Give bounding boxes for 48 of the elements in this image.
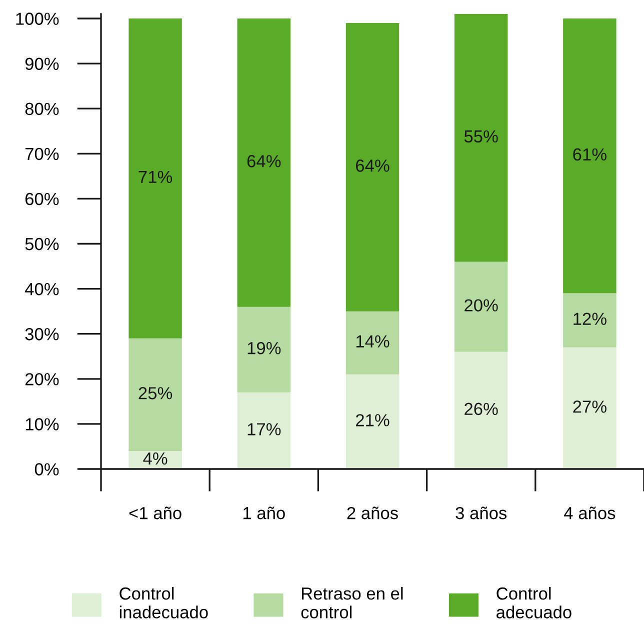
data-label: 26% [464,402,498,416]
x-tick-label: 1 año [244,506,285,520]
bar [563,293,616,348]
bar [563,347,616,469]
x-tick-label: 2 años [347,506,398,520]
data-label: 27% [573,400,606,413]
legend-label: Retraso en el control [301,586,403,618]
x-tick-label: 3 años [456,506,507,520]
y-tick-label: 0% [34,463,59,476]
bar [237,392,291,469]
legend-label: Control adecuado [496,586,572,618]
y-tick-label: 80% [25,102,59,116]
x-tick-label: <1 año [129,506,182,520]
y-tick-label: 50% [25,238,59,250]
data-label: 19% [248,342,281,354]
legend-label: Control inadecuado [120,586,208,618]
data-label: 71% [138,170,172,184]
y-tick-label: 30% [25,328,59,340]
data-label: 20% [464,299,498,312]
data-label: 55% [464,130,498,143]
data-label: 17% [248,423,281,436]
bar [454,352,508,469]
bar [128,338,182,451]
bar [128,18,182,338]
y-tick-label: 60% [25,192,59,206]
bar [237,18,291,307]
bar [563,18,616,294]
y-tick-label: 10% [26,418,59,430]
y-tick-label: 90% [25,58,59,70]
data-label: 61% [573,148,606,161]
x-tick-label: 4 años [564,506,616,520]
data-label: 25% [138,387,172,400]
data-label: 14% [356,335,390,348]
y-tick-label: 20% [25,373,59,386]
bar [237,306,291,392]
y-tick-label: 40% [24,282,59,296]
y-tick-label: 100% [16,12,59,25]
bar [454,14,508,262]
y-tick-label: 70% [25,148,59,160]
bar [346,23,400,312]
data-label: 64% [247,155,281,168]
data-label: 12% [574,312,606,325]
data-label: 21% [356,414,390,426]
bar [346,374,400,469]
data-label: 64% [356,160,390,172]
data-label: 4% [143,452,168,465]
bar [346,311,400,374]
bar [454,262,508,352]
